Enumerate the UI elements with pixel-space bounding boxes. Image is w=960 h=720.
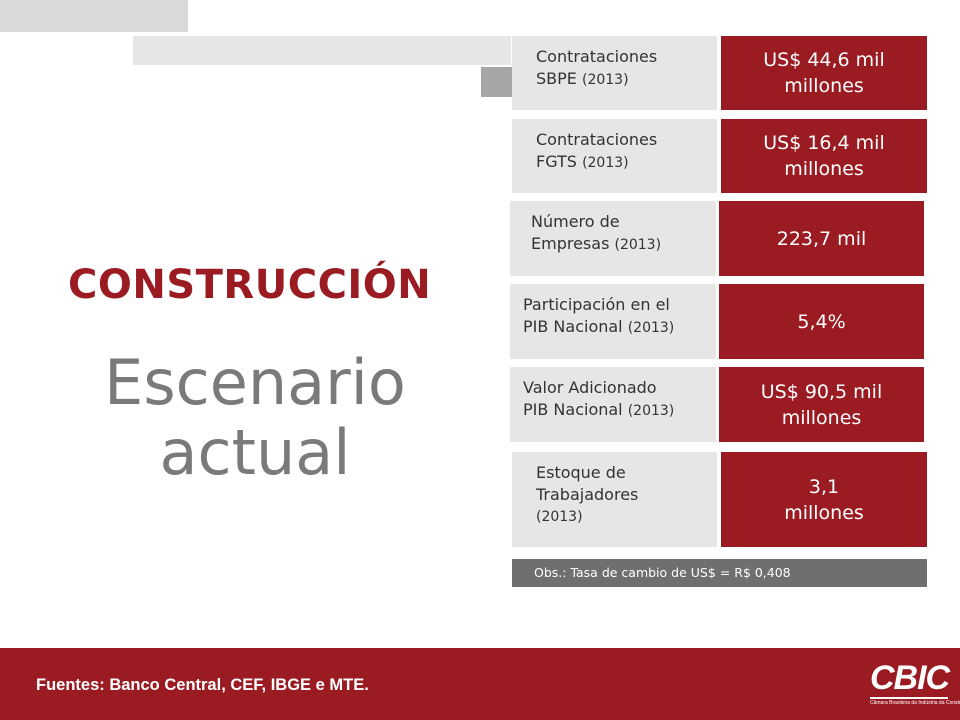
- stat-value-line: millones: [784, 75, 864, 97]
- decor-bar-top-middle: [133, 36, 511, 65]
- stat-value-line: US$ 44,6 mil: [763, 49, 885, 71]
- cbic-logo: CBIC Câmara Brasileira da Indústria da C…: [870, 659, 960, 712]
- stat-label-line: PIB Nacional: [523, 317, 623, 336]
- stat-label-line: PIB Nacional: [523, 400, 623, 419]
- stat-year: (2013): [614, 237, 662, 253]
- stat-label-line: Participación en el: [523, 295, 670, 314]
- stat-label-line: SBPE: [536, 69, 577, 88]
- stat-year: (2013): [627, 403, 675, 419]
- logo-wordmark: CBIC: [870, 659, 950, 699]
- logo-subtext: Câmara Brasileira da Indústria da Constr…: [870, 700, 960, 706]
- decor-bar-top-left: [0, 0, 188, 32]
- stat-label-empresas: Número de Empresas (2013): [510, 201, 716, 276]
- section-kicker: CONSTRUCCIÓN: [68, 262, 432, 308]
- stat-value-line: millones: [784, 501, 864, 524]
- stat-label-pib: Participación en el PIB Nacional (2013): [510, 284, 716, 359]
- page-title: Escenario actual: [104, 346, 406, 489]
- stat-label-line: Contrataciones: [536, 130, 658, 149]
- stat-value-line: millones: [784, 158, 864, 180]
- stat-value-empresas: 223,7 mil: [719, 201, 924, 276]
- stat-value-line: millones: [781, 406, 862, 429]
- stat-label-line: Número de: [531, 212, 620, 231]
- stat-value-fgts: US$ 16,4 mil millones: [721, 119, 927, 193]
- stat-value-valor-adicionado: US$ 90,5 mil millones: [719, 367, 924, 442]
- stat-label-valor-adicionado: Valor Adicionado PIB Nacional (2013): [510, 367, 716, 442]
- stat-value-line: US$ 16,4 mil: [763, 132, 885, 154]
- stat-label-trabajadores: Estoque de Trabajadores (2013): [512, 452, 717, 547]
- stat-year: (2013): [536, 509, 583, 525]
- stat-value-line: 5,4%: [797, 310, 846, 333]
- stat-year: (2013): [581, 72, 629, 88]
- stat-value-line: US$ 90,5 mil: [760, 380, 883, 403]
- stat-value-trabajadores: 3,1 millones: [721, 452, 927, 547]
- sources-text: Fuentes: Banco Central, CEF, IBGE e MTE.: [36, 676, 369, 694]
- stat-value-pib: 5,4%: [719, 284, 924, 359]
- stat-label-sbpe: Contrataciones SBPE (2013): [512, 36, 717, 110]
- exchange-rate-note: Obs.: Tasa de cambio de US$ = R$ 0,408: [512, 559, 927, 587]
- footer-bar: Fuentes: Banco Central, CEF, IBGE e MTE.…: [0, 648, 960, 720]
- stat-value-line: 223,7 mil: [776, 227, 867, 250]
- stat-label-line: Trabajadores: [536, 485, 639, 504]
- stat-year: (2013): [627, 320, 675, 336]
- stat-label-line: Contrataciones: [536, 47, 658, 66]
- decor-square-grey: [481, 67, 513, 97]
- stat-label-line: Valor Adicionado: [523, 378, 657, 397]
- stat-year: (2013): [582, 155, 629, 171]
- stat-label-fgts: Contrataciones FGTS (2013): [512, 119, 717, 193]
- stat-value-line: 3,1: [808, 475, 840, 498]
- stat-label-line: Empresas: [531, 234, 610, 253]
- stat-label-line: Estoque de: [536, 463, 626, 482]
- stat-value-sbpe: US$ 44,6 mil millones: [721, 36, 927, 110]
- stat-label-line: FGTS: [536, 152, 577, 171]
